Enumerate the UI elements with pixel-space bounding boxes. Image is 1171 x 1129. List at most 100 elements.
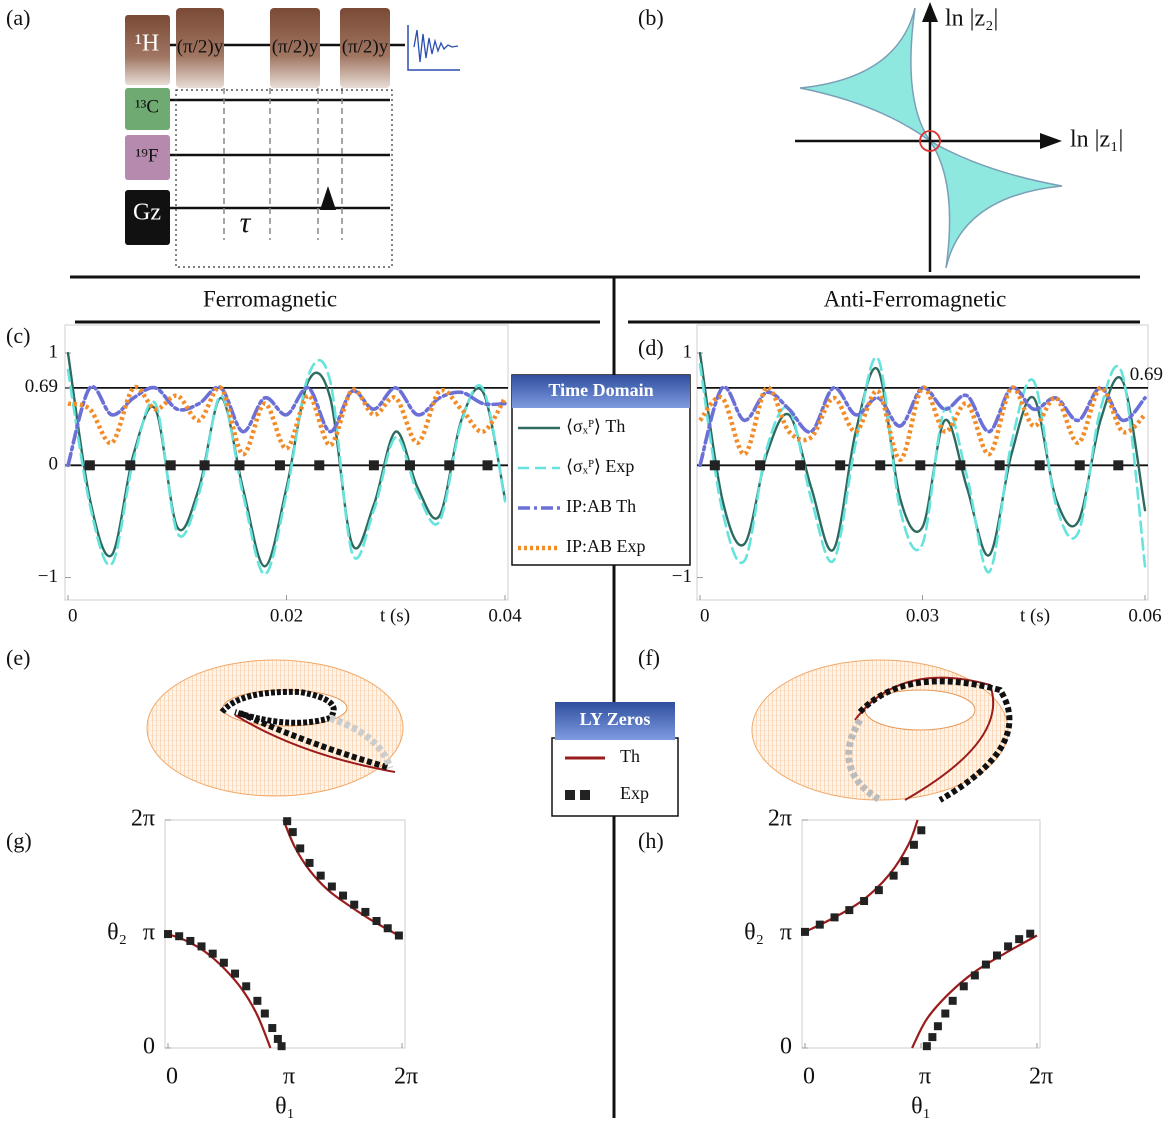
- arrowhead: [1040, 133, 1062, 149]
- exp-point: [910, 841, 918, 849]
- panel-label: (g): [6, 828, 32, 853]
- amoeba-region: [930, 141, 1062, 268]
- heading: Anti-Ferromagnetic: [824, 286, 1007, 311]
- exp-point: [268, 1024, 276, 1032]
- exp-point: [1004, 942, 1012, 950]
- legend-title: Time Domain: [548, 380, 653, 400]
- panel-label: (c): [6, 323, 30, 348]
- zero-marker: [275, 460, 285, 470]
- exp-point: [198, 942, 206, 950]
- nucleus-label: ¹³C: [135, 96, 159, 117]
- arrowhead: [922, 2, 938, 22]
- legend-label: Exp: [620, 783, 649, 803]
- panel-label: (d): [638, 335, 664, 360]
- exp-point: [901, 857, 909, 865]
- torus: [147, 660, 403, 796]
- exp-point: [890, 872, 898, 880]
- y-axis-label: θ₂: [107, 920, 127, 946]
- nucleus-label: Gz: [133, 200, 161, 226]
- exp-point: [928, 1033, 936, 1041]
- plot-frame: [802, 820, 1040, 1048]
- exp-point: [395, 932, 403, 940]
- zero-marker: [483, 460, 493, 470]
- y-tick-label: 0: [780, 1034, 792, 1060]
- x-tick-label: 0.06: [1128, 605, 1161, 626]
- exp-point: [274, 1035, 282, 1043]
- y-tick-label: 0: [143, 1034, 155, 1060]
- amoeba-diagram: ln |z₂| ln |z₁|: [795, 2, 1123, 272]
- fid-signal: [414, 30, 458, 62]
- zero-marker: [835, 460, 845, 470]
- exp-point: [253, 997, 261, 1005]
- x-axis-label: θ₁: [911, 1094, 931, 1120]
- zero-marker: [235, 460, 245, 470]
- x-tick-label: 0: [803, 1064, 815, 1090]
- y-tick-label: 2π: [131, 806, 155, 832]
- x-tick-label: 0.03: [906, 605, 939, 626]
- exp-point: [296, 844, 304, 852]
- exp-point: [960, 982, 968, 990]
- exp-point: [923, 1042, 931, 1050]
- exp-point: [875, 886, 883, 894]
- legend-label: IP:AB Exp: [566, 536, 646, 556]
- exp-point: [1015, 935, 1023, 943]
- x-tick-label: 2π: [1029, 1064, 1053, 1090]
- y-tick-label: 1: [49, 341, 59, 362]
- exp-point: [186, 937, 194, 945]
- y-axis-label: θ₂: [744, 920, 764, 946]
- x-tick-label: π: [283, 1064, 295, 1090]
- pulse-label: (π/2)y: [342, 36, 389, 57]
- exp-point: [993, 951, 1001, 959]
- series-line: [700, 353, 1145, 555]
- exp-point: [283, 817, 291, 825]
- zero-marker: [955, 460, 965, 470]
- legend-label: Th: [620, 746, 640, 766]
- exp-point: [1026, 930, 1034, 938]
- exp-point: [278, 1042, 286, 1050]
- x-tick-label: 0.04: [488, 605, 522, 626]
- exp-point: [917, 826, 925, 834]
- x-tick-label: 0: [166, 1064, 178, 1090]
- zero-marker: [795, 460, 805, 470]
- theory-curve: [912, 936, 1037, 1048]
- exp-point: [384, 924, 392, 932]
- x-tick-label: 2π: [394, 1064, 418, 1090]
- theory-curve: [283, 820, 402, 937]
- y-tick-label: π: [143, 920, 155, 946]
- zero-marker: [85, 460, 95, 470]
- legend-title: LY Zeros: [580, 709, 651, 729]
- zero-marker: [166, 460, 176, 470]
- legend-swatch: [580, 790, 590, 800]
- x-axis-label: t (s): [1020, 605, 1050, 626]
- axis-label: ln |z₁|: [1070, 127, 1123, 153]
- exp-point: [339, 892, 347, 900]
- plot-frame: [165, 820, 405, 1048]
- x-tick-label: 0: [68, 605, 78, 626]
- torus: [752, 660, 1009, 800]
- exp-point: [831, 913, 839, 921]
- pulse-label: (π/2)y: [177, 36, 224, 57]
- panel-label: (e): [6, 645, 30, 670]
- theory-curve: [805, 820, 918, 932]
- delay-label: τ: [240, 206, 252, 239]
- y-tick-label: 0: [49, 454, 59, 475]
- page: { "panel_labels": ["(a)", "(b)", "(c)", …: [0, 0, 1171, 1124]
- exp-point: [941, 1010, 949, 1018]
- exp-point: [231, 970, 239, 978]
- amoeba-region: [800, 8, 930, 141]
- y-tick-label: 2π: [768, 806, 792, 832]
- exp-point: [317, 872, 325, 880]
- zero-marker: [1075, 460, 1085, 470]
- axis-label: ln |z₂|: [945, 6, 998, 32]
- y-tick-label: −1: [38, 566, 58, 587]
- exp-point: [289, 828, 297, 836]
- legend-box: [552, 738, 678, 816]
- exp-point: [220, 959, 228, 967]
- exp-point: [971, 971, 979, 979]
- exp-point: [164, 930, 172, 938]
- exp-point: [982, 961, 990, 969]
- exp-point: [350, 901, 358, 909]
- legend-label: IP:AB Th: [566, 496, 636, 516]
- x-tick-label: 0: [700, 605, 710, 626]
- exp-point: [949, 997, 957, 1005]
